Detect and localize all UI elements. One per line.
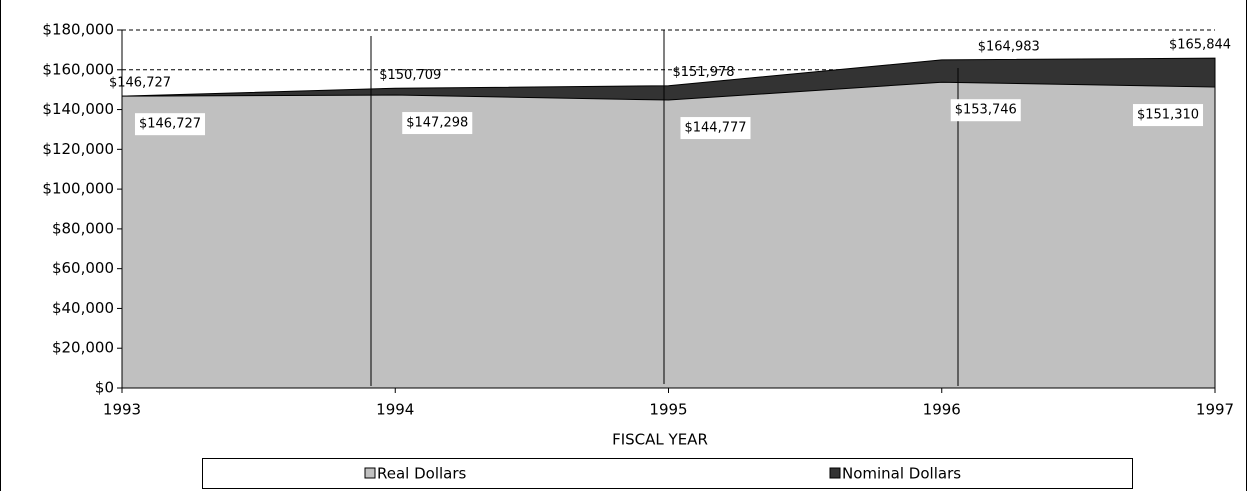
data-label: $144,777 bbox=[684, 121, 746, 136]
x-tick-label: 1996 bbox=[923, 401, 961, 419]
axes: $0 $20,000 $40,000 $60,000 $80,000 $100,000 $1… bbox=[42, 21, 1234, 419]
y-tick-label: $80,000 bbox=[52, 219, 114, 237]
x-tick-label: 1995 bbox=[649, 401, 687, 419]
data-label-box bbox=[402, 112, 473, 135]
area bbox=[121, 81, 1216, 389]
data-label: $151,310 bbox=[1137, 108, 1199, 123]
data-label: $146,727 bbox=[139, 117, 201, 132]
data-label: $153,746 bbox=[955, 103, 1017, 118]
legend-label: Nominal Dollars bbox=[842, 465, 961, 483]
data-label: $147,298 bbox=[406, 116, 468, 131]
y-tick-label: $40,000 bbox=[52, 299, 114, 317]
data-label: $151,978 bbox=[672, 65, 734, 80]
data-label-box bbox=[680, 117, 751, 140]
data-label-box bbox=[1132, 104, 1204, 127]
data-label: $146,727 bbox=[109, 76, 171, 91]
x-tick-label: 1997 bbox=[1196, 401, 1234, 419]
legend-swatch bbox=[364, 467, 376, 479]
x-axis-title: FISCAL YEAR bbox=[612, 431, 708, 449]
y-tick-label: $140,000 bbox=[42, 100, 114, 118]
legend-swatch bbox=[829, 467, 841, 479]
y-tick-label: $120,000 bbox=[42, 140, 114, 158]
data-label-box bbox=[950, 99, 1021, 122]
data-label: $150,709 bbox=[379, 68, 441, 83]
legend-label: Real Dollars bbox=[377, 465, 467, 483]
data-label-box bbox=[134, 113, 206, 136]
legend bbox=[202, 458, 1133, 489]
data-label: $165,844 bbox=[1169, 38, 1231, 53]
y-tick-label: $180,000 bbox=[42, 21, 114, 39]
areas bbox=[121, 57, 1216, 389]
labels: $146,727 $150,709 $151,978 $164,983 $165,844… bbox=[109, 38, 1231, 140]
y-tick-label: $0 bbox=[95, 379, 114, 397]
y-tick-label: $60,000 bbox=[52, 259, 114, 277]
data-label: $164,983 bbox=[978, 39, 1040, 54]
legend-items: Real Dollars Nominal Dollars bbox=[364, 465, 961, 483]
x-tick-label: 1994 bbox=[376, 401, 414, 419]
x-tick-label: 1993 bbox=[103, 401, 141, 419]
y-tick-label: $100,000 bbox=[42, 180, 114, 198]
y-tick-label: $160,000 bbox=[42, 60, 114, 78]
y-tick-label: $20,000 bbox=[52, 339, 114, 357]
